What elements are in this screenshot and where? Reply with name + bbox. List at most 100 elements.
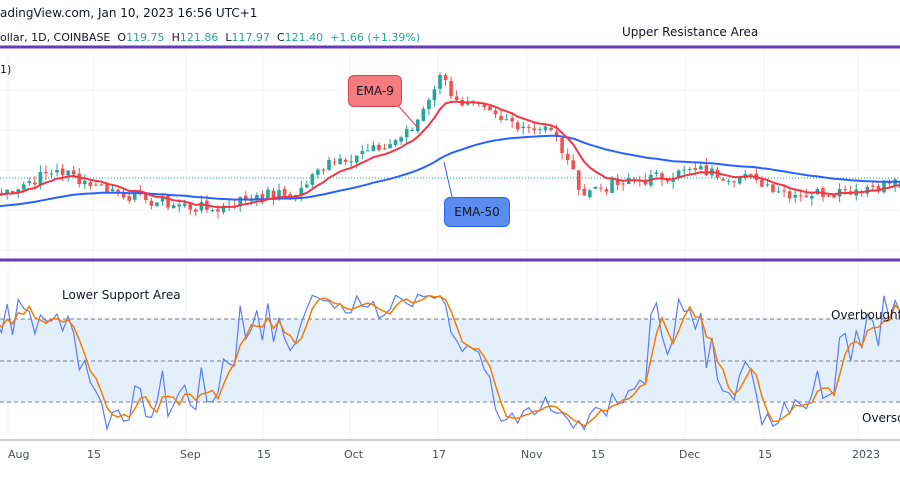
candle-body: [427, 100, 431, 110]
candle-body: [671, 178, 675, 183]
candle-body: [271, 190, 276, 199]
candle-body: [765, 184, 770, 186]
candle-body: [21, 184, 26, 190]
candle-body: [27, 181, 32, 184]
candle-body: [527, 126, 531, 128]
candle-body: [660, 173, 664, 180]
high-value: 121.86: [179, 31, 219, 44]
candle-body: [604, 189, 609, 192]
open-label: O: [117, 31, 127, 44]
ema9-line: [0, 100, 900, 209]
candle-body: [704, 165, 709, 176]
change-value: +1.66 (+1.39%): [330, 31, 421, 44]
candle-body: [432, 89, 437, 101]
candle-body: [182, 203, 187, 206]
candle-body: [243, 195, 248, 201]
candle-body: [687, 169, 692, 171]
stoch-d-line: [0, 294, 900, 428]
candle-body: [110, 189, 115, 192]
candle-body: [144, 193, 148, 200]
candle-body: [71, 170, 76, 175]
candle-body: [194, 209, 198, 212]
ema9-callout: EMA-9: [348, 75, 402, 107]
candle-body: [116, 189, 120, 192]
candle-body: [538, 129, 542, 131]
x-tick-label: Sep: [180, 448, 201, 461]
candle-body: [377, 144, 381, 150]
candle-body: [199, 202, 204, 211]
candle-body: [121, 192, 126, 198]
candle-body: [399, 137, 403, 142]
candle-body: [66, 170, 70, 176]
candle-body: [382, 148, 387, 150]
candle-body: [593, 186, 598, 189]
candle-body: [149, 200, 154, 206]
candle-body: [166, 195, 170, 208]
low-label: L: [225, 31, 232, 44]
candle-body: [99, 184, 104, 186]
candle-body: [488, 106, 492, 111]
candle-body: [676, 170, 681, 178]
candle-body: [454, 96, 459, 100]
candle-body: [843, 189, 847, 191]
candle-body: [305, 184, 309, 188]
candle-body: [449, 81, 453, 97]
candle-body: [321, 169, 326, 171]
open-value: 119.75: [126, 31, 165, 44]
candle-body: [798, 195, 803, 197]
x-tick-label: Oct: [344, 448, 364, 461]
low-value: 117.97: [231, 31, 270, 44]
candle-body: [238, 197, 242, 207]
symbol-info: ollar, 1D, COINBASE O119.75 H121.86 L117…: [0, 31, 420, 44]
candle-body: [132, 191, 137, 200]
candle-body: [443, 75, 448, 81]
candle-body: [760, 179, 764, 187]
candle-body: [826, 195, 831, 197]
candle-body: [343, 159, 348, 162]
candle-body: [721, 178, 725, 181]
candle-body: [571, 160, 575, 170]
pane-label: 1): [0, 63, 12, 76]
candle-body: [44, 172, 48, 174]
candle-body: [77, 173, 82, 184]
candle-body: [421, 108, 426, 121]
candle-body: [832, 195, 836, 198]
candle-body: [693, 168, 698, 170]
candle-body: [804, 195, 809, 198]
oversold-label: Overso: [862, 411, 900, 425]
candle-body: [282, 188, 287, 196]
x-tick-label: 15: [87, 448, 101, 461]
candle-body: [749, 173, 753, 175]
candle-body: [60, 168, 65, 175]
x-tick-label: 15: [257, 448, 271, 461]
candle-body: [216, 209, 220, 212]
candle-body: [510, 117, 514, 122]
candle-body: [599, 187, 603, 189]
ema50-callout: EMA-50: [444, 197, 510, 227]
candle-body: [732, 181, 736, 183]
lower-support-label: Lower Support Area: [62, 288, 181, 302]
candle-body: [83, 180, 87, 185]
candle-body: [793, 195, 797, 198]
ema9-pointer: [394, 101, 419, 129]
candle-body: [155, 202, 159, 207]
candle-body: [16, 189, 20, 194]
candle-body: [810, 195, 814, 199]
candle-body: [610, 179, 614, 193]
candle-body: [316, 169, 320, 175]
candle-body: [188, 204, 193, 210]
candle-body: [787, 191, 792, 199]
candle-body: [499, 115, 503, 120]
candle-body: [327, 160, 331, 170]
close-label: C: [276, 31, 285, 44]
candle-body: [438, 75, 442, 89]
candle-body: [882, 180, 886, 193]
candle-body: [5, 189, 9, 194]
candle-body: [565, 153, 570, 160]
candle-body: [366, 150, 370, 152]
candle-body: [410, 130, 415, 131]
x-tick-label: 2023: [852, 448, 880, 461]
candle-body: [737, 176, 742, 184]
candle-body: [543, 126, 548, 131]
